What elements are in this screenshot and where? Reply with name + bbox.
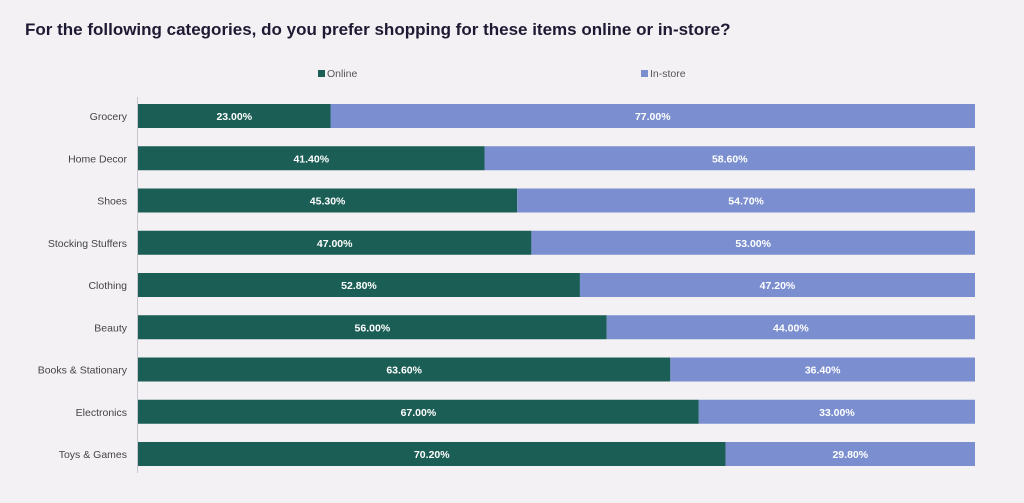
bar-in-store: [725, 442, 975, 466]
bar-online: [138, 230, 532, 255]
bar-online: [138, 104, 331, 128]
bar-online: [138, 399, 699, 424]
data-label: 23.00%: [216, 111, 252, 123]
data-label: 77.00%: [635, 111, 671, 123]
bar-online: [138, 146, 485, 171]
category-label: Beauty: [94, 322, 127, 334]
bar-online: [138, 315, 607, 340]
bar-in-store: [517, 188, 975, 213]
bar-in-store: [531, 230, 975, 255]
bar-in-store: [330, 104, 975, 128]
bar-online: [138, 357, 671, 382]
data-label: 47.20%: [760, 280, 796, 292]
bar-in-store: [484, 146, 975, 171]
data-label: 63.60%: [386, 365, 422, 377]
data-label: 29.80%: [832, 449, 868, 461]
data-label: 54.70%: [728, 196, 764, 208]
data-label: 58.60%: [712, 153, 748, 165]
category-label: Electronics: [76, 407, 127, 419]
legend-swatch: [641, 70, 648, 77]
bar-online: [138, 188, 518, 213]
bar-online: [138, 273, 580, 297]
data-label: 41.40%: [293, 153, 329, 165]
data-label: 36.40%: [805, 365, 841, 377]
data-label: 56.00%: [355, 322, 391, 334]
bar-in-store: [579, 273, 975, 297]
bar-in-store: [698, 399, 975, 424]
data-label: 33.00%: [819, 407, 855, 419]
data-label: 53.00%: [735, 238, 771, 250]
category-label: Clothing: [88, 280, 127, 292]
bar-online: [138, 442, 726, 466]
legend-label: In-store: [650, 68, 686, 80]
bar-in-store: [670, 357, 975, 382]
data-label: 44.00%: [773, 322, 809, 334]
data-label: 45.30%: [310, 196, 346, 208]
chart-title: For the following categories, do you pre…: [25, 20, 731, 39]
category-label: Toys & Games: [59, 449, 127, 461]
data-label: 70.20%: [414, 449, 450, 461]
category-label: Books & Stationary: [38, 365, 128, 377]
legend-swatch: [318, 70, 325, 77]
data-label: 52.80%: [341, 280, 377, 292]
bar-in-store: [606, 315, 975, 340]
category-label: Stocking Stuffers: [48, 238, 127, 250]
category-label: Shoes: [97, 196, 127, 208]
legend-label: Online: [327, 68, 358, 80]
category-label: Home Decor: [68, 153, 127, 165]
data-label: 67.00%: [401, 407, 437, 419]
data-label: 47.00%: [317, 238, 353, 250]
category-label: Grocery: [90, 111, 128, 123]
